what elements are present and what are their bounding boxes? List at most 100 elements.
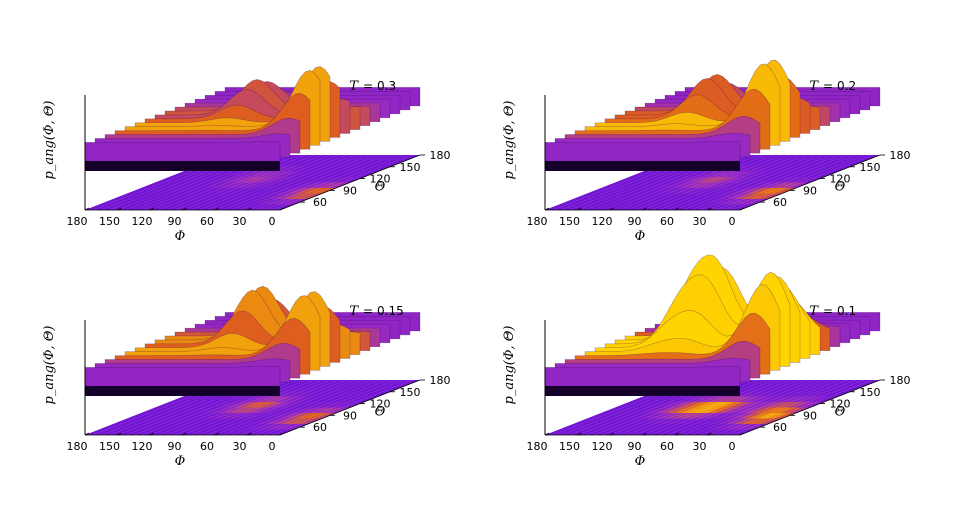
floor-cell (583, 424, 606, 430)
density-surface (84, 285, 421, 396)
floor-cell (145, 193, 168, 199)
floor-cell (280, 166, 303, 172)
floor-cell (792, 155, 815, 161)
floor-cell (734, 171, 757, 177)
floor-cell (666, 407, 689, 413)
floor-cell (141, 407, 164, 413)
phi-tick (214, 432, 220, 436)
floor-cell (137, 418, 160, 424)
floor-cell (276, 402, 299, 408)
floor-cell (583, 199, 606, 205)
floor-cell (785, 177, 808, 183)
floor-cell (721, 424, 744, 430)
floor-cell (647, 177, 670, 183)
floor-cell (325, 177, 348, 183)
floor-cell (335, 385, 358, 391)
floor-cell (236, 177, 259, 183)
floor-cell (304, 166, 327, 172)
floor-cell (633, 407, 656, 413)
theta-tick-label: 120 (830, 398, 851, 411)
floor-cell (686, 193, 709, 199)
floor-cell (157, 407, 180, 413)
floor-cell (567, 424, 590, 430)
floor-cell (706, 182, 729, 188)
floor-cell (700, 188, 723, 194)
floor-cell (309, 177, 332, 183)
floor-cell (629, 396, 652, 402)
floor-cell (239, 204, 262, 210)
floor-cell (775, 171, 798, 177)
floor-cell (731, 429, 754, 435)
floor-cell (725, 413, 748, 419)
floor-cell (805, 391, 828, 397)
title-value: 0.15 (377, 304, 404, 318)
floor-cell (172, 199, 195, 205)
floor-cell (704, 402, 727, 408)
floor-cell (745, 402, 768, 408)
floor-cell (349, 155, 372, 161)
floor-cell (589, 193, 612, 199)
floor-cell (657, 407, 680, 413)
floor-cell (833, 155, 856, 161)
floor-cell (599, 424, 622, 430)
floor-cell (313, 413, 336, 419)
floor-cell (341, 177, 364, 183)
floor-cell (777, 177, 800, 183)
theta-tick-label: 60 (773, 421, 787, 434)
floor-cell (611, 413, 634, 419)
floor-cell (179, 177, 202, 183)
panel-title: T = 0.1 (809, 304, 856, 319)
floor-cell (815, 396, 838, 402)
floor-cell (262, 182, 285, 188)
floor-cell (200, 413, 223, 419)
floor-cell (251, 418, 274, 424)
floor-cell (268, 402, 291, 408)
floor-cell (691, 429, 714, 435)
title-equals: = (823, 79, 833, 93)
floor-cell (813, 166, 836, 172)
floor-cell (747, 182, 770, 188)
floor-cell (750, 396, 773, 402)
floor-cell (135, 188, 158, 194)
floor-cell (618, 429, 641, 435)
floor-cell (107, 199, 130, 205)
floor-cell (660, 413, 683, 419)
floor-cell (726, 396, 749, 402)
floor-cell (133, 429, 156, 435)
floor-cell (113, 418, 136, 424)
floor-cell (265, 413, 288, 419)
floor-cell (601, 204, 624, 210)
floor-cell (323, 171, 346, 177)
phi-tick-label: 60 (200, 215, 214, 228)
floor-cell (738, 385, 761, 391)
floor-cell (787, 160, 810, 166)
floor-cell (204, 424, 227, 430)
floor-cell (762, 385, 785, 391)
floor-cell (127, 413, 150, 419)
floor-cell (121, 418, 144, 424)
floor-cell (254, 182, 277, 188)
floor-cell (351, 385, 374, 391)
floor-cell (217, 171, 240, 177)
floor-cell (383, 385, 406, 391)
floor-cell (690, 407, 713, 413)
floor-cell (333, 177, 356, 183)
floor-cell (605, 418, 628, 424)
floor-cell (161, 193, 184, 199)
floor-cell (626, 429, 649, 435)
floor-cell (749, 413, 772, 419)
floor-cell (727, 193, 750, 199)
floor-cell (192, 188, 215, 194)
floor-cell (281, 188, 304, 194)
floor-cell (301, 402, 324, 408)
floor-cell (206, 407, 229, 413)
floor-cell (309, 402, 332, 408)
floor-cell (553, 429, 576, 435)
floor-cell (255, 204, 278, 210)
floor-cell (327, 407, 350, 413)
floor-cell (318, 160, 341, 166)
floor-cell (183, 188, 206, 194)
floor-cell (141, 429, 164, 435)
floor-cell (699, 204, 722, 210)
